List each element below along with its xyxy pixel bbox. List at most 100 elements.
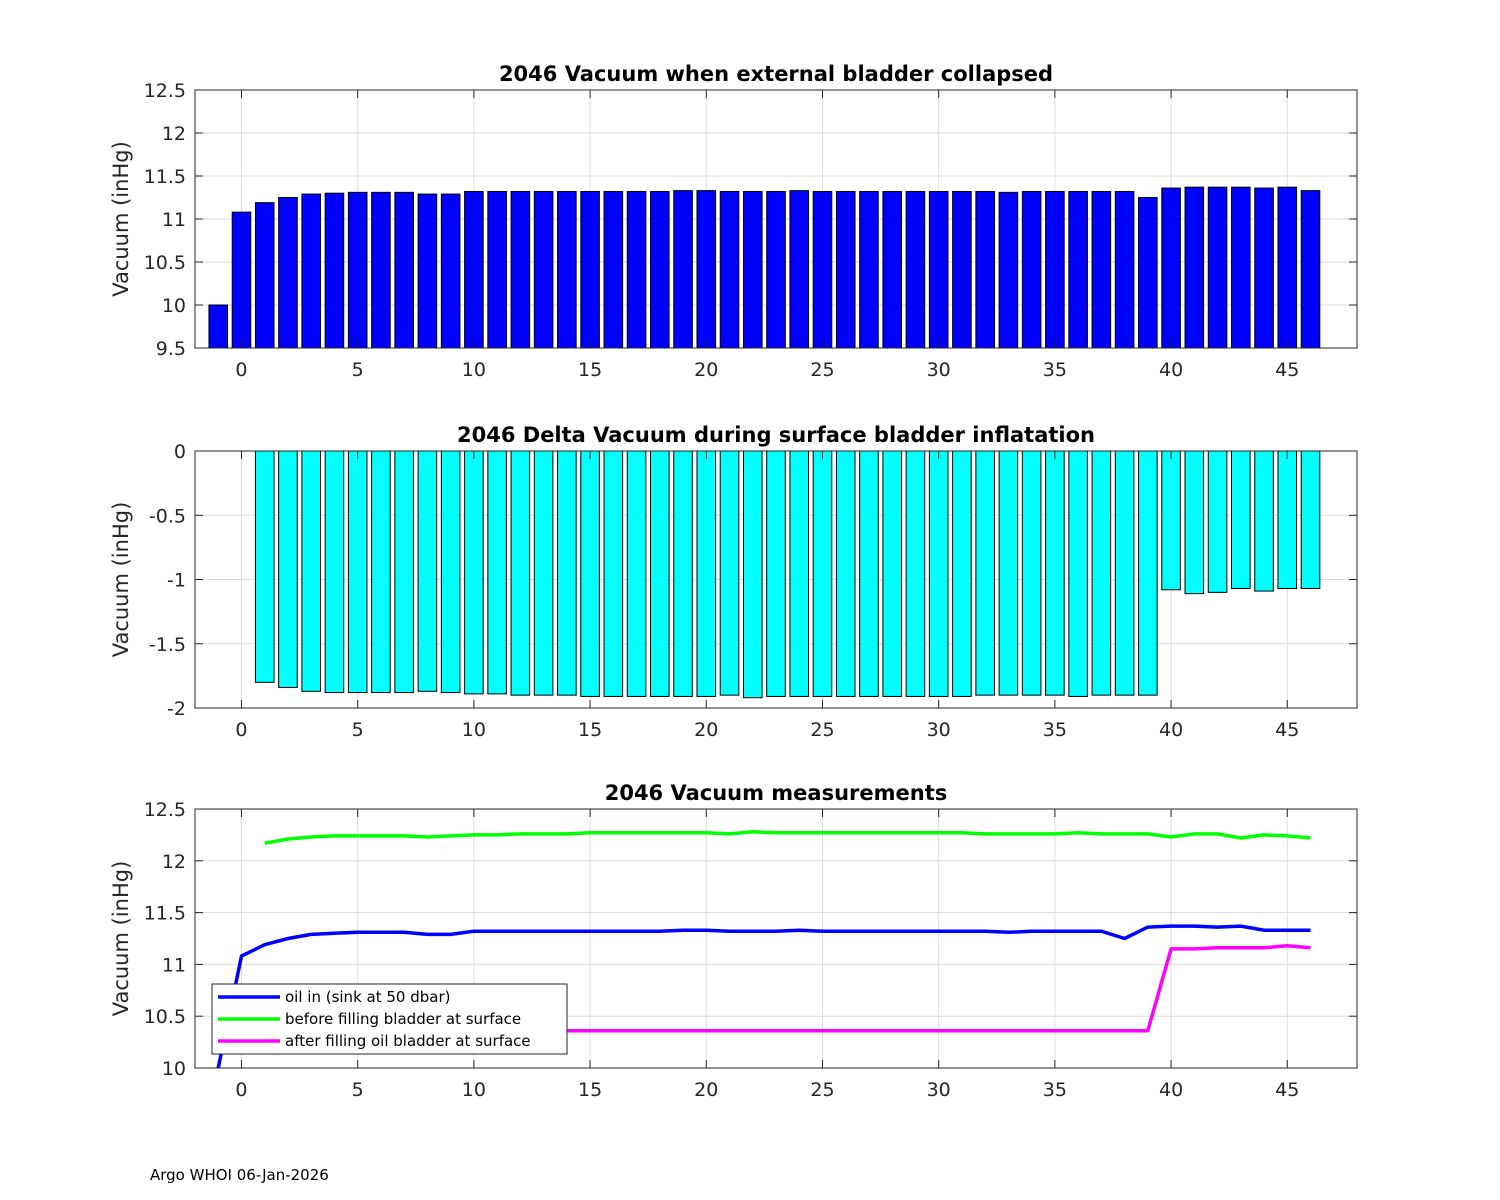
x-tick-label: 40 bbox=[1159, 719, 1183, 741]
bar bbox=[1231, 450, 1251, 589]
x-tick-label: 10 bbox=[462, 359, 486, 381]
bar bbox=[510, 190, 531, 349]
y-tick-label: 9.5 bbox=[156, 338, 186, 360]
bar bbox=[347, 191, 368, 349]
bar bbox=[371, 450, 391, 694]
y-tick-label: 12 bbox=[162, 123, 186, 145]
delta-vacuum-plot: 0 5 10 15 20 25 30 35 40 45 -2 -1.5 -1 -0.5 0 2046 Delt… bbox=[109, 423, 1358, 741]
bar bbox=[952, 450, 972, 697]
x-tick-label: 25 bbox=[810, 1079, 834, 1101]
bar bbox=[1068, 450, 1088, 697]
bar bbox=[789, 190, 810, 349]
bar bbox=[650, 450, 670, 697]
bar bbox=[1184, 186, 1205, 349]
y-tick-label: -2 bbox=[167, 698, 186, 720]
y-tick-label: -1 bbox=[167, 570, 186, 592]
bar bbox=[278, 450, 298, 688]
bar bbox=[696, 190, 717, 349]
bar bbox=[766, 450, 786, 697]
bar bbox=[1161, 450, 1181, 591]
x-tick-label: 35 bbox=[1043, 359, 1067, 381]
y-axis-label: Vacuum (inHg) bbox=[109, 861, 133, 1017]
x-tick-label: 5 bbox=[352, 359, 364, 381]
bar bbox=[742, 190, 763, 349]
y-axis-label: Vacuum (inHg) bbox=[109, 141, 133, 297]
bar bbox=[440, 450, 461, 694]
chart-title: 2046 Vacuum measurements bbox=[605, 781, 948, 805]
x-tick-label: 15 bbox=[578, 719, 602, 741]
x-tick-label: 30 bbox=[927, 719, 951, 741]
bar bbox=[812, 190, 833, 349]
x-tick-label: 25 bbox=[810, 359, 834, 381]
bar bbox=[952, 190, 972, 349]
series-line bbox=[473, 944, 1311, 1033]
x-tick-label: 5 bbox=[352, 719, 364, 741]
bar bbox=[533, 450, 554, 696]
y-tick-label: 12.5 bbox=[144, 80, 186, 102]
bar bbox=[324, 192, 345, 349]
chart-title: 2046 Vacuum when external bladder collap… bbox=[499, 62, 1053, 86]
bar bbox=[626, 450, 647, 697]
bar bbox=[347, 450, 368, 694]
bar bbox=[1138, 450, 1158, 696]
bar bbox=[301, 193, 321, 349]
bar bbox=[557, 190, 577, 349]
bar bbox=[1277, 450, 1298, 589]
y-tick-label: 11 bbox=[162, 209, 186, 231]
bar bbox=[417, 450, 438, 692]
bar bbox=[394, 450, 414, 694]
bar bbox=[580, 190, 600, 349]
x-tick-label: 35 bbox=[1043, 719, 1067, 741]
bar bbox=[1021, 190, 1042, 349]
x-tick-label: 25 bbox=[810, 719, 834, 741]
bar bbox=[1091, 190, 1112, 349]
bar bbox=[371, 191, 391, 349]
x-tick-label: 45 bbox=[1275, 719, 1299, 741]
x-tick-label: 35 bbox=[1043, 1079, 1067, 1101]
bar bbox=[859, 190, 879, 349]
bar bbox=[719, 450, 740, 696]
bar bbox=[650, 190, 670, 349]
bar bbox=[835, 190, 856, 349]
x-tick-label: 15 bbox=[578, 1079, 602, 1101]
vacuum-measurements-plot: oil in (sink at 50 dbar) before filling b… bbox=[109, 781, 1358, 1101]
bar bbox=[1254, 450, 1274, 592]
bar bbox=[905, 450, 926, 697]
y-tick-label: 10.5 bbox=[144, 252, 186, 274]
bar bbox=[975, 190, 995, 349]
y-tick-label: 11 bbox=[162, 954, 186, 976]
bar bbox=[487, 450, 507, 695]
bar bbox=[812, 450, 833, 697]
bar bbox=[673, 450, 693, 697]
bar bbox=[998, 191, 1019, 349]
bar bbox=[1138, 197, 1158, 349]
y-tick-label: -0.5 bbox=[149, 505, 186, 527]
y-tick-label: 11.5 bbox=[144, 166, 186, 188]
y-tick-label: 12.5 bbox=[144, 799, 186, 821]
bar bbox=[742, 450, 763, 699]
x-tick-label: 20 bbox=[694, 359, 718, 381]
bar bbox=[1045, 190, 1065, 349]
bar bbox=[324, 450, 345, 694]
bar bbox=[1184, 450, 1205, 595]
series-line bbox=[216, 924, 1311, 1068]
x-tick-label: 0 bbox=[235, 719, 247, 741]
bar bbox=[557, 450, 577, 696]
bar bbox=[928, 190, 949, 349]
series-line bbox=[264, 830, 1311, 845]
x-tick-label: 20 bbox=[694, 719, 718, 741]
bar bbox=[1300, 190, 1321, 349]
y-tick-label: 12 bbox=[162, 851, 186, 873]
bar bbox=[928, 450, 949, 697]
x-tick-label: 15 bbox=[578, 359, 602, 381]
bar bbox=[1114, 450, 1135, 696]
y-tick-label: 0 bbox=[174, 441, 186, 463]
bar bbox=[882, 190, 902, 349]
x-tick-label: 10 bbox=[462, 719, 486, 741]
legend-label: oil in (sink at 50 dbar) bbox=[285, 988, 450, 1006]
chart-title: 2046 Delta Vacuum during surface bladder… bbox=[457, 423, 1095, 447]
y-tick-label: -1.5 bbox=[149, 634, 186, 656]
bar bbox=[487, 190, 507, 349]
x-tick-label: 40 bbox=[1159, 1079, 1183, 1101]
vacuum-collapsed-plot: 0 5 10 15 20 25 30 35 40 45 9.5 10 10.5 11 11.5 12 12.5 2… bbox=[109, 62, 1358, 381]
